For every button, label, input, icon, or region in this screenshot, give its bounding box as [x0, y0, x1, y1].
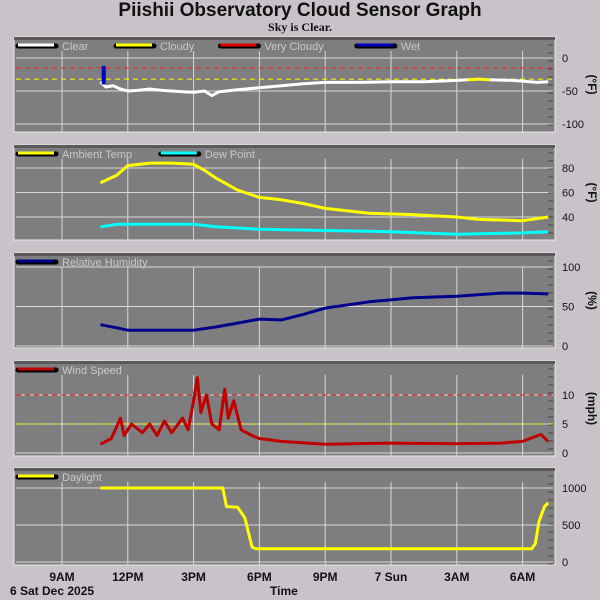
y-tick-label: 0: [562, 448, 568, 460]
panel-top-border: [14, 145, 555, 148]
y-axis-label: (%): [585, 291, 599, 310]
panel-wind: 10 5 0 (mph) Wind Speed: [13, 360, 599, 460]
series-line-relative-humidity: [100, 291, 549, 332]
series-line-wind-speed: [99, 376, 550, 446]
legend-label: Cloudy: [160, 41, 195, 53]
y-tick-label: 100: [562, 262, 580, 274]
panel-top-border: [14, 253, 555, 256]
panel-top-border: [14, 37, 555, 40]
legend-label: Wind Speed: [62, 365, 122, 377]
y-tick-label: 10: [562, 390, 574, 402]
panel-top-border: [14, 468, 555, 471]
x-axis-label: Time: [270, 584, 298, 598]
y-tick-label: 50: [562, 302, 574, 314]
sky-status: Sky is Clear.: [268, 20, 332, 34]
series-line-dew-point: [100, 222, 549, 236]
legend-label: Ambient Temp: [62, 149, 132, 161]
y-axis-label: (°F): [585, 182, 599, 202]
y-axis-label: (°F): [585, 74, 599, 94]
y-tick-label: 60: [562, 188, 574, 200]
legend-label: Wet: [401, 41, 420, 53]
panel-top-border: [14, 361, 555, 364]
series-line-cloudy: [467, 77, 490, 82]
y-tick-label: 1000: [562, 483, 586, 495]
panel-humidity: 100 50 0 (%) Relative Humidity: [13, 252, 599, 353]
panel-temp: 80 60 40 (°F) Ambient Temp Dew Point: [13, 144, 599, 241]
panel-daylight: 1000 500 0 Daylight: [13, 467, 586, 569]
series-line-clear: [489, 78, 549, 84]
y-tick-label: 0: [562, 53, 568, 65]
legend-label: Daylight: [62, 472, 102, 484]
legend-label: Clear: [62, 41, 89, 53]
x-tick-label: 6AM: [510, 570, 535, 584]
legend-label: Relative Humidity: [62, 257, 148, 269]
y-tick-label: 5: [562, 419, 568, 431]
x-tick-label: 6PM: [247, 570, 272, 584]
y-tick-label: 0: [562, 557, 568, 569]
x-tick-label: 3AM: [444, 570, 469, 584]
x-tick-label: 9PM: [313, 570, 338, 584]
series-line-clear: [99, 78, 468, 98]
y-tick-label: 80: [562, 163, 574, 175]
panel-sky: 0 -50 -100 (°F) Clear Cloudy Very Cloudy Wet: [13, 36, 599, 133]
legend-label: Very Cloudy: [264, 41, 324, 53]
y-tick-label: 0: [562, 341, 568, 353]
y-tick-label: -100: [562, 119, 584, 131]
plot-background: [13, 252, 556, 349]
y-tick-label: -50: [562, 86, 578, 98]
series-line-ambient-temp: [99, 161, 549, 223]
x-tick-label: 3PM: [181, 570, 206, 584]
y-tick-label: 40: [562, 212, 574, 224]
series-line-daylight: [100, 486, 550, 551]
page-title: Piishii Observatory Cloud Sensor Graph: [118, 0, 482, 21]
x-tick-label: 9AM: [49, 570, 74, 584]
date-label: 6 Sat Dec 2025: [10, 584, 95, 598]
x-tick-label: 12PM: [112, 570, 143, 584]
y-tick-label: 500: [562, 520, 580, 532]
y-axis-label: (mph): [585, 392, 599, 425]
x-tick-label: 7 Sun: [375, 570, 408, 584]
legend-label: Dew Point: [205, 149, 255, 161]
